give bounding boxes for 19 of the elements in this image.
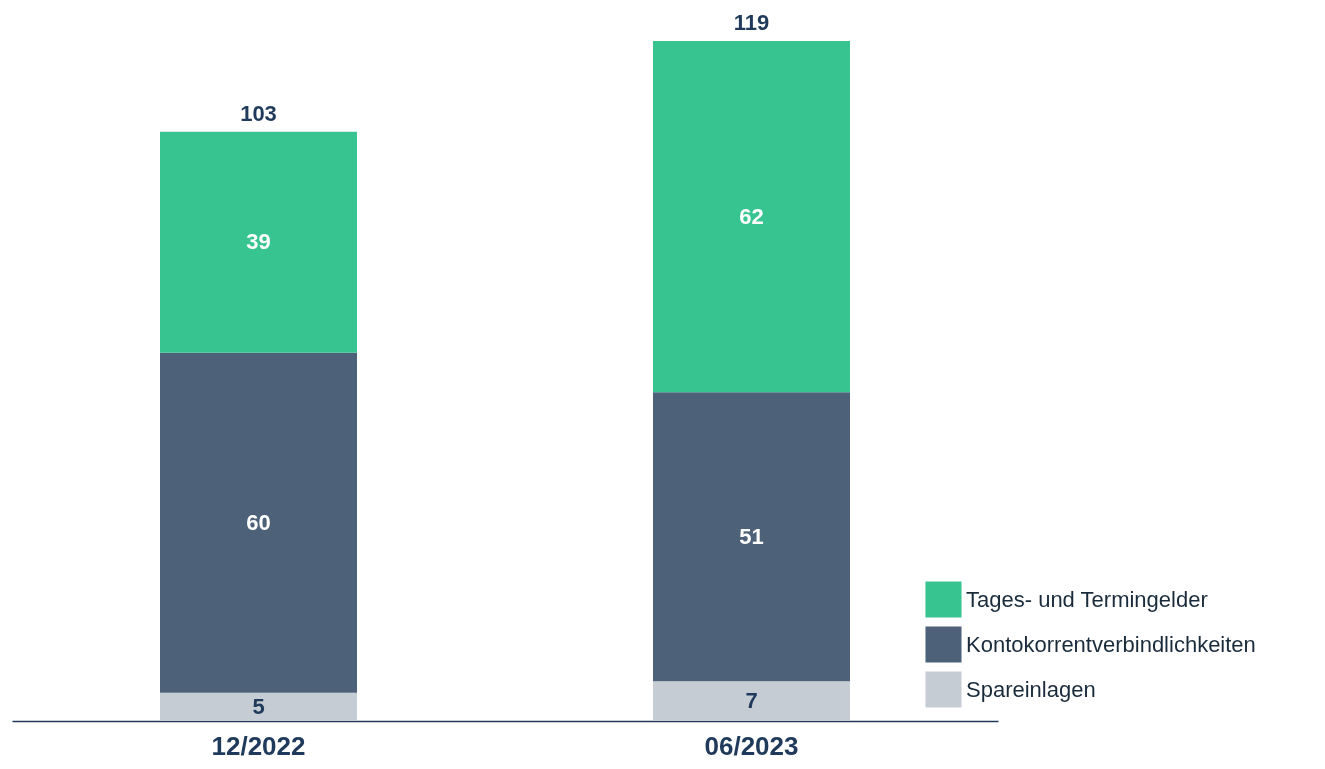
data-label: 7	[745, 688, 758, 714]
total-label: 103	[240, 100, 277, 126]
data-label: 60	[246, 509, 271, 535]
bar	[160, 352, 357, 693]
data-label: 39	[246, 229, 271, 255]
bar	[653, 681, 850, 721]
bar	[653, 41, 850, 393]
data-label: 51	[739, 523, 764, 549]
x-tick-label: 12/2022	[211, 730, 306, 761]
legend-label: Spareinlagen	[966, 676, 1096, 702]
bar	[653, 392, 850, 682]
bar	[160, 692, 357, 721]
data-label: 62	[739, 203, 764, 229]
legend-label: Tages- und Termingelder	[966, 586, 1208, 612]
total-label: 119	[733, 10, 770, 35]
legend-label: Kontokorrentverbindlichkeiten	[966, 631, 1256, 657]
x-tick-label: 06/2023	[704, 730, 799, 761]
data-label: 5	[252, 693, 265, 719]
bar	[160, 131, 357, 353]
